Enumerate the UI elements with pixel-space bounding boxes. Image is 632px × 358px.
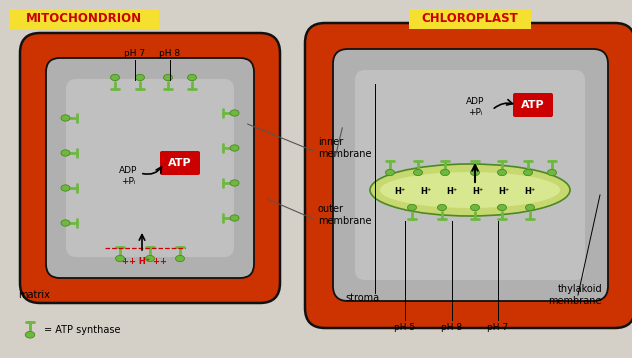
Text: pH 8: pH 8 <box>159 48 181 58</box>
Text: thylakoid
membrane: thylakoid membrane <box>549 284 602 306</box>
Text: ++ H⁺ ++: ++ H⁺ ++ <box>123 256 167 266</box>
Ellipse shape <box>176 255 185 262</box>
Ellipse shape <box>437 204 446 211</box>
Ellipse shape <box>188 74 197 81</box>
Text: MITOCHONDRION: MITOCHONDRION <box>26 13 142 25</box>
Text: pH 7: pH 7 <box>125 48 145 58</box>
Ellipse shape <box>135 74 145 81</box>
Ellipse shape <box>230 180 239 186</box>
Text: H⁺: H⁺ <box>499 188 509 197</box>
Text: ATP: ATP <box>521 100 545 110</box>
Ellipse shape <box>25 332 35 338</box>
FancyBboxPatch shape <box>20 33 280 303</box>
Ellipse shape <box>497 169 506 176</box>
Text: pH 8: pH 8 <box>441 324 463 333</box>
Ellipse shape <box>413 169 423 176</box>
Ellipse shape <box>230 110 239 116</box>
Text: pH 7: pH 7 <box>487 324 509 333</box>
Text: H⁺: H⁺ <box>420 188 432 197</box>
Ellipse shape <box>145 255 154 262</box>
Ellipse shape <box>547 169 557 176</box>
Ellipse shape <box>370 164 570 216</box>
Text: matrix: matrix <box>18 290 50 300</box>
Text: inner
membrane: inner membrane <box>318 137 372 159</box>
FancyBboxPatch shape <box>66 79 234 257</box>
Ellipse shape <box>61 185 70 191</box>
Text: CHLOROPLAST: CHLOROPLAST <box>422 13 518 25</box>
Ellipse shape <box>164 74 173 81</box>
FancyBboxPatch shape <box>513 93 553 117</box>
Ellipse shape <box>230 145 239 151</box>
Ellipse shape <box>523 169 533 176</box>
FancyBboxPatch shape <box>46 58 254 278</box>
Ellipse shape <box>61 115 70 121</box>
Text: outer
membrane: outer membrane <box>318 204 372 226</box>
FancyBboxPatch shape <box>305 23 632 328</box>
Text: = ATP synthase: = ATP synthase <box>44 325 121 335</box>
Ellipse shape <box>230 215 239 221</box>
Text: ADP
+Pᵢ: ADP +Pᵢ <box>119 166 137 186</box>
Text: pH 5: pH 5 <box>394 324 416 333</box>
Ellipse shape <box>116 255 125 262</box>
FancyBboxPatch shape <box>160 151 200 175</box>
Ellipse shape <box>380 172 560 208</box>
Ellipse shape <box>470 204 480 211</box>
Text: stroma: stroma <box>345 293 379 303</box>
Ellipse shape <box>497 204 506 211</box>
Text: H⁺: H⁺ <box>394 188 406 197</box>
Ellipse shape <box>470 169 480 176</box>
FancyBboxPatch shape <box>355 70 585 280</box>
FancyBboxPatch shape <box>333 49 608 301</box>
Ellipse shape <box>61 220 70 226</box>
Ellipse shape <box>61 150 70 156</box>
Text: H⁺: H⁺ <box>472 188 483 197</box>
FancyBboxPatch shape <box>9 9 159 29</box>
Text: H⁺: H⁺ <box>525 188 536 197</box>
Ellipse shape <box>386 169 394 176</box>
Text: ATP: ATP <box>168 158 192 168</box>
Ellipse shape <box>525 204 535 211</box>
FancyBboxPatch shape <box>409 9 531 29</box>
Ellipse shape <box>111 74 119 81</box>
Text: ADP
+Pᵢ: ADP +Pᵢ <box>466 97 484 117</box>
Ellipse shape <box>441 169 449 176</box>
Ellipse shape <box>408 204 416 211</box>
Text: H⁺: H⁺ <box>446 188 458 197</box>
